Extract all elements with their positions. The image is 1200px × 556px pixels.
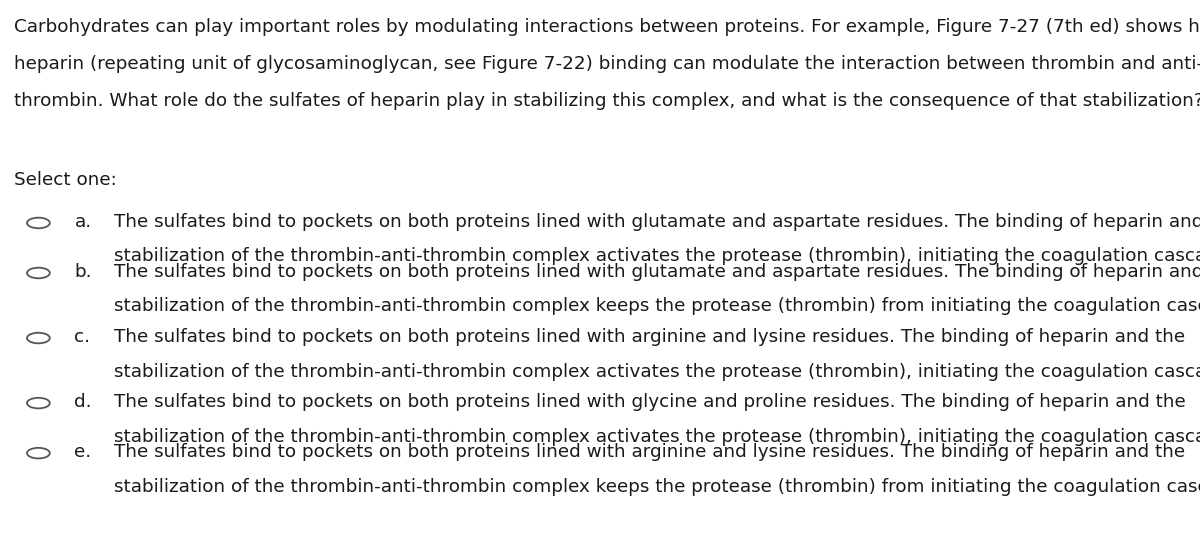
- Text: e.: e.: [74, 443, 91, 461]
- Text: The sulfates bind to pockets on both proteins lined with arginine and lysine res: The sulfates bind to pockets on both pro…: [114, 443, 1186, 461]
- Text: The sulfates bind to pockets on both proteins lined with arginine and lysine res: The sulfates bind to pockets on both pro…: [114, 328, 1186, 346]
- Text: stabilization of the thrombin-anti-thrombin complex activates the protease (thro: stabilization of the thrombin-anti-throm…: [114, 428, 1200, 445]
- Text: a.: a.: [74, 213, 91, 231]
- Text: The sulfates bind to pockets on both proteins lined with glutamate and aspartate: The sulfates bind to pockets on both pro…: [114, 263, 1200, 281]
- Text: b.: b.: [74, 263, 92, 281]
- Text: stabilization of the thrombin-anti-thrombin complex activates the protease (thro: stabilization of the thrombin-anti-throm…: [114, 363, 1200, 380]
- Text: stabilization of the thrombin-anti-thrombin complex keeps the protease (thrombin: stabilization of the thrombin-anti-throm…: [114, 297, 1200, 315]
- Text: d.: d.: [74, 393, 92, 411]
- Text: thrombin. What role do the sulfates of heparin play in stabilizing this complex,: thrombin. What role do the sulfates of h…: [14, 92, 1200, 110]
- Text: stabilization of the thrombin-anti-thrombin complex keeps the protease (thrombin: stabilization of the thrombin-anti-throm…: [114, 478, 1200, 495]
- Text: Select one:: Select one:: [14, 171, 118, 189]
- Text: The sulfates bind to pockets on both proteins lined with glycine and proline res: The sulfates bind to pockets on both pro…: [114, 393, 1186, 411]
- Text: stabilization of the thrombin-anti-thrombin complex activates the protease (thro: stabilization of the thrombin-anti-throm…: [114, 247, 1200, 265]
- Text: c.: c.: [74, 328, 90, 346]
- Text: Carbohydrates can play important roles by modulating interactions between protei: Carbohydrates can play important roles b…: [14, 18, 1200, 36]
- Text: heparin (repeating unit of glycosaminoglycan, see Figure 7-22) binding can modul: heparin (repeating unit of glycosaminogl…: [14, 55, 1200, 73]
- Text: The sulfates bind to pockets on both proteins lined with glutamate and aspartate: The sulfates bind to pockets on both pro…: [114, 213, 1200, 231]
